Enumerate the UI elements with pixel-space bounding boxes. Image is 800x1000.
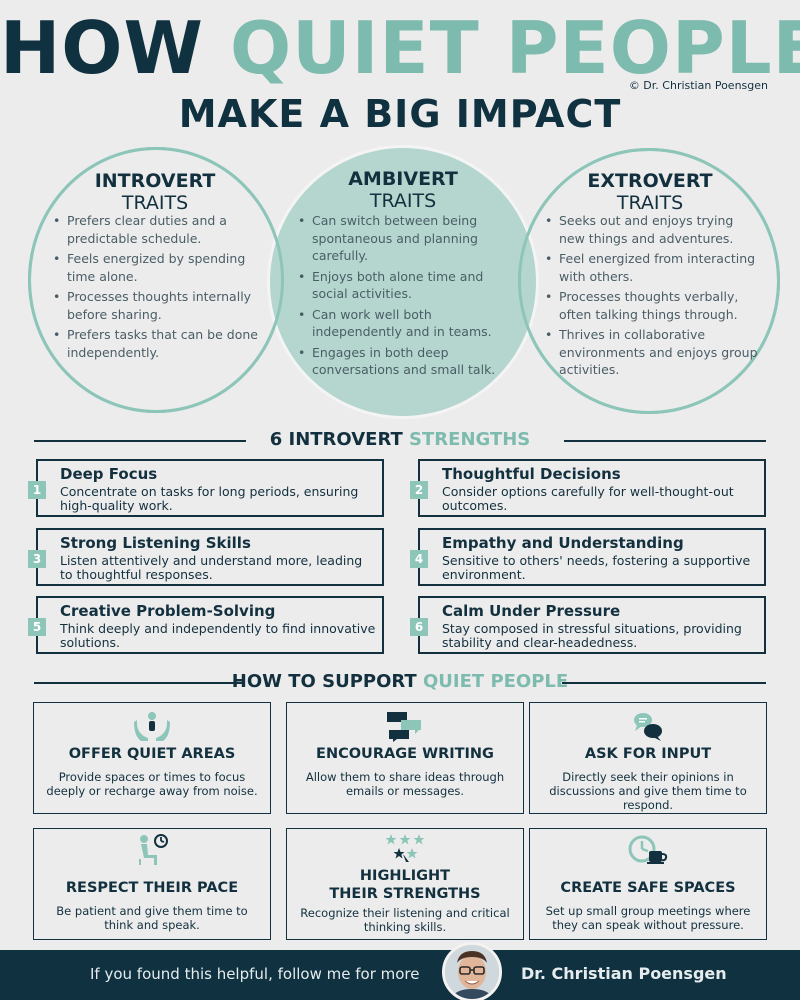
support-description: Directly seek their opinions in discussi… (549, 770, 747, 812)
title-part-quiet-people: QUIET PEOPLE (229, 6, 800, 90)
strength-description: Listen attentively and understand more, … (60, 553, 363, 582)
strength-title: Thoughtful Decisions (442, 465, 621, 483)
list-item: Feels energized by spending time alone. (53, 250, 268, 285)
stars-icon (287, 831, 523, 865)
strength-card-thoughtful-decisions: 2 Thoughtful Decisions Consider options … (410, 459, 766, 517)
strengths-heading: 6 INTROVERT STRENGTHS (34, 429, 766, 450)
list-item: Can work well both independently and in … (298, 306, 516, 341)
strength-card-deep-focus: 1 Deep Focus Concentrate on tasks for lo… (28, 459, 384, 517)
support-title: ASK FOR INPUT (584, 746, 712, 762)
introvert-heading: INTROVERT TRAITS (60, 170, 250, 214)
footer-text: If you found this helpful, follow me for… (90, 965, 420, 983)
strength-card-problem-solving: 5 Creative Problem-Solving Think deeply … (28, 596, 384, 654)
introvert-circle-outline (28, 147, 284, 413)
chat-icon (530, 709, 766, 743)
strength-card-calm: 6 Calm Under Pressure Stay composed in s… (410, 596, 766, 654)
extrovert-title: EXTROVERT (587, 170, 713, 192)
strength-description: Concentrate on tasks for long periods, e… (60, 484, 359, 513)
strength-description: Consider options carefully for well-thou… (442, 484, 734, 513)
strength-title: Deep Focus (60, 465, 158, 483)
support-header: HOW TO SUPPORT QUIET PEOPLE (34, 671, 766, 695)
footer-bar: If you found this helpful, follow me for… (0, 950, 800, 1000)
divider (564, 440, 766, 442)
support-card-strengths: HIGHLIGHT THEIR STRENGTHS Recognize thei… (286, 828, 524, 940)
support-card-safe-spaces: CREATE SAFE SPACES Set up small group me… (529, 828, 767, 940)
divider (562, 682, 766, 684)
ambivert-list: Can switch between being spontaneous and… (298, 212, 516, 382)
strength-title: Empathy and Understanding (442, 534, 684, 552)
hands-person-icon (34, 709, 270, 743)
strength-title: Creative Problem-Solving (60, 602, 276, 620)
extrovert-list: Seeks out and enjoys trying new things a… (545, 212, 763, 382)
page-title: HOW QUIET PEOPLE (0, 8, 800, 88)
support-title: OFFER QUIET AREAS (68, 746, 236, 762)
introvert-list: Prefers clear duties and a predictable s… (53, 212, 268, 364)
strength-card-listening: 3 Strong Listening Skills Listen attenti… (28, 528, 384, 586)
support-title: RESPECT THEIR PACE (65, 880, 239, 896)
support-title-line-2: THEIR STRENGTHS (329, 886, 481, 902)
strength-title: Strong Listening Skills (60, 534, 251, 552)
strength-number: 2 (410, 481, 428, 499)
introvert-title: INTROVERT (94, 170, 216, 192)
title-part-how: HOW (0, 6, 230, 90)
support-card-quiet-areas: OFFER QUIET AREAS Provide spaces or time… (33, 702, 271, 814)
strengths-header: 6 INTROVERT STRENGTHS (34, 429, 766, 453)
strength-number: 1 (28, 481, 46, 499)
strength-number: 4 (410, 550, 428, 568)
ambivert-subtitle: TRAITS (369, 190, 437, 212)
strength-number: 3 (28, 550, 46, 568)
strength-description: Think deeply and independently to find i… (60, 621, 376, 650)
list-item: Processes thoughts internally before sha… (53, 288, 268, 323)
page-subtitle: MAKE A BIG IMPACT (178, 92, 622, 136)
support-description: Provide spaces or times to focus deeply … (46, 770, 258, 798)
copyright: © Dr. Christian Poensgen (628, 79, 768, 92)
list-item: Processes thoughts verbally, often talki… (545, 288, 763, 323)
list-item: Thrives in collaborative environments an… (545, 326, 763, 379)
strength-card-empathy: 4 Empathy and Understanding Sensitive to… (410, 528, 766, 586)
seated-clock-icon (34, 833, 270, 867)
strengths-heading-dark: 6 INTROVERT (269, 429, 410, 450)
support-description: Set up small group meetings where they c… (545, 904, 751, 932)
support-description: Recognize their listening and critical t… (300, 906, 510, 934)
list-item: Prefers tasks that can be done independe… (53, 326, 268, 361)
author-name[interactable]: Dr. Christian Poensgen (521, 964, 727, 983)
extrovert-heading: EXTROVERT TRAITS (555, 170, 745, 214)
strength-description: Stay composed in stressful situations, p… (442, 621, 742, 650)
ambivert-title: AMBIVERT (348, 168, 458, 190)
divider (34, 440, 246, 442)
support-card-writing: ENCOURAGE WRITING Allow them to share id… (286, 702, 524, 814)
support-heading: HOW TO SUPPORT QUIET PEOPLE (34, 671, 766, 692)
ambivert-heading: AMBIVERT TRAITS (308, 168, 498, 212)
strength-title: Calm Under Pressure (442, 602, 621, 620)
extrovert-circle-outline (518, 148, 780, 414)
support-title: ENCOURAGE WRITING (316, 746, 494, 762)
strength-number: 5 (28, 618, 46, 636)
support-card-pace: RESPECT THEIR PACE Be patient and give t… (33, 828, 271, 940)
clock-cup-icon (530, 833, 766, 867)
list-item: Seeks out and enjoys trying new things a… (545, 212, 763, 247)
support-description: Be patient and give them time to think a… (56, 904, 248, 932)
list-item: Can switch between being spontaneous and… (298, 212, 516, 265)
divider (34, 682, 242, 684)
extrovert-subtitle: TRAITS (616, 192, 684, 214)
support-heading-dark: HOW TO SUPPORT (231, 671, 423, 692)
support-title-line-1: HIGHLIGHT (359, 868, 451, 884)
support-title: CREATE SAFE SPACES (560, 880, 736, 896)
list-item: Engages in both deep conversations and s… (298, 344, 516, 379)
message-bubbles-icon (287, 709, 523, 743)
strengths-heading-teal: STRENGTHS (409, 429, 531, 450)
support-heading-teal: QUIET PEOPLE (422, 671, 569, 692)
list-item: Prefers clear duties and a predictable s… (53, 212, 268, 247)
list-item: Feel energized from interacting with oth… (545, 250, 763, 285)
strength-description: Sensitive to others' needs, fostering a … (442, 553, 751, 582)
introvert-subtitle: TRAITS (121, 192, 189, 214)
strength-number: 6 (410, 618, 428, 636)
avatar-portrait-icon (445, 945, 499, 999)
avatar[interactable] (442, 942, 502, 1000)
support-description: Allow them to share ideas through emails… (305, 770, 505, 798)
list-item: Enjoys both alone time and social activi… (298, 268, 516, 303)
support-card-input: ASK FOR INPUT Directly seek their opinio… (529, 702, 767, 814)
